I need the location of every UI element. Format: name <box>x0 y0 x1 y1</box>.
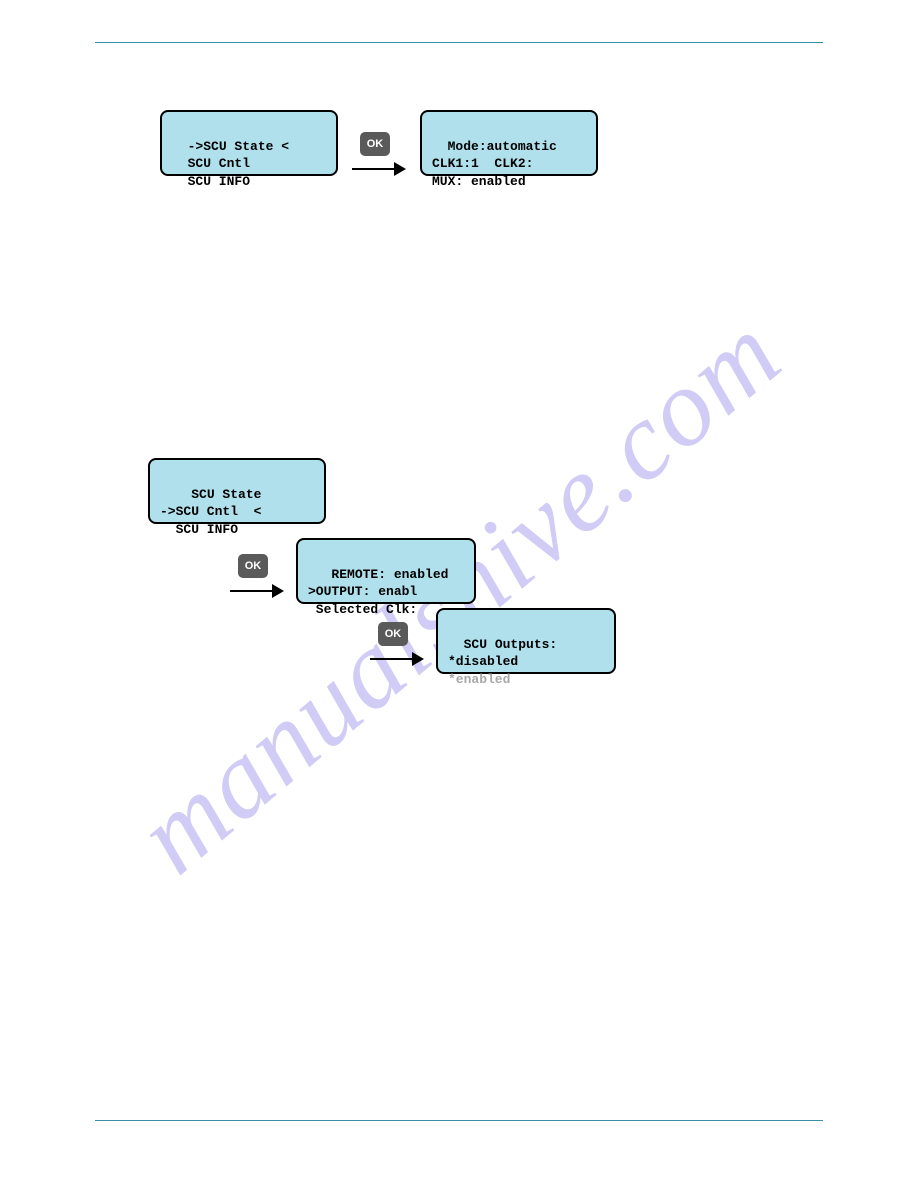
d1-box-a-line3: SCU INFO <box>172 174 250 189</box>
d1-arrow <box>352 168 404 170</box>
d2-box-outputs: SCU Outputs: *disabled *enabled <box>436 608 616 674</box>
d1-box-a-line1: ->SCU State < <box>188 139 289 154</box>
top-rule <box>95 42 823 43</box>
d2-box-a-line2: ->SCU Cntl < <box>160 504 261 519</box>
d2-arrow-1 <box>230 590 282 592</box>
d1-box-a-line2: SCU Cntl <box>172 156 250 171</box>
d2-box-remote: REMOTE: enabled >OUTPUT: enabl Selected … <box>296 538 476 604</box>
d1-box-mode: Mode:automatic CLK1:1 CLK2: MUX: enabled <box>420 110 598 176</box>
bottom-rule <box>95 1120 823 1121</box>
d2-box-a-line3: SCU INFO <box>160 522 238 537</box>
d2-ok-button-1[interactable]: OK <box>238 554 268 578</box>
d2-box-c-line3-dim: *enabled <box>448 672 510 687</box>
d1-box-b-line2: CLK1:1 CLK2: <box>432 156 533 171</box>
d1-box-scu-state: ->SCU State < SCU Cntl SCU INFO <box>160 110 338 176</box>
ok-label: OK <box>385 628 402 640</box>
d2-box-b-line1: REMOTE: enabled <box>324 567 449 582</box>
d2-ok-button-2[interactable]: OK <box>378 622 408 646</box>
d2-box-c-line1: SCU Outputs: <box>464 637 558 652</box>
d2-box-scu-cntl: SCU State ->SCU Cntl < SCU INFO <box>148 458 326 524</box>
d2-box-a-line1: SCU State <box>176 487 262 502</box>
ok-label: OK <box>367 138 384 150</box>
ok-label: OK <box>245 560 262 572</box>
d2-arrow-2 <box>370 658 422 660</box>
d1-box-b-line1: Mode:automatic <box>448 139 557 154</box>
d2-box-b-line3: Selected Clk: <box>308 602 417 617</box>
d1-ok-button[interactable]: OK <box>360 132 390 156</box>
d2-box-c-line2: *disabled <box>448 654 518 669</box>
d2-box-b-line2: >OUTPUT: enabl <box>308 584 417 599</box>
d1-box-b-line3: MUX: enabled <box>432 174 526 189</box>
